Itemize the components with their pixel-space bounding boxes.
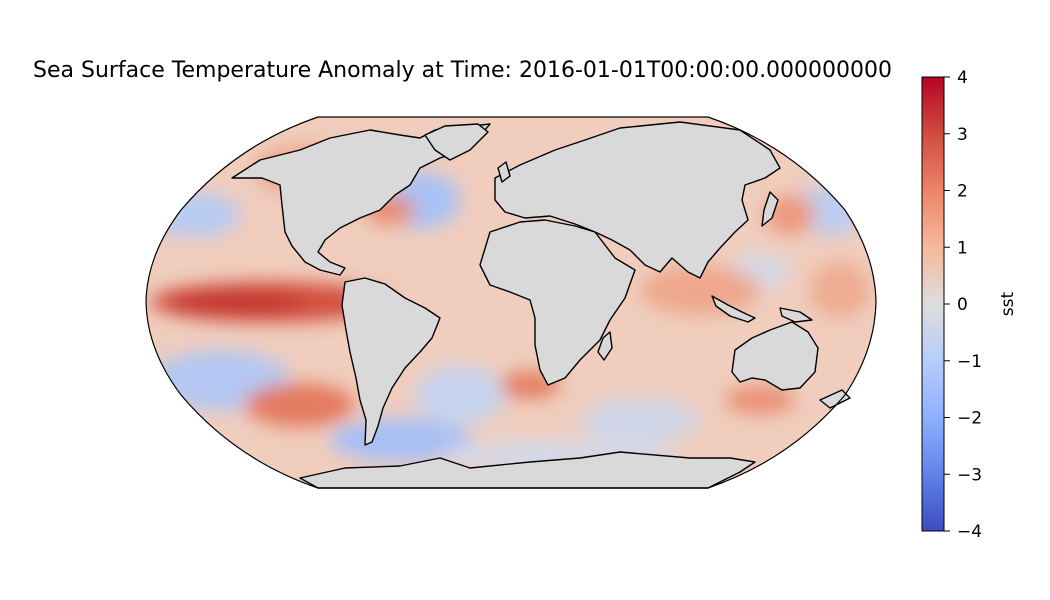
australia [731, 321, 819, 391]
new-guinea [779, 307, 813, 323]
land-masses [231, 121, 851, 489]
colorbar-tick-label: 1 [957, 238, 968, 258]
africa [479, 219, 636, 386]
colorbar-label: sst [998, 291, 1018, 316]
colorbar-tick-label: −2 [957, 409, 982, 429]
colorbar-gradient [921, 76, 945, 532]
greenland [424, 123, 489, 161]
colorbar-tick-label: −3 [957, 465, 982, 485]
plot-title: Sea Surface Temperature Anomaly at Time:… [33, 58, 892, 83]
map-area [145, 116, 877, 489]
japan [761, 191, 779, 227]
indonesia [711, 295, 756, 323]
colorbar: 4 3 2 1 0 −1 −2 −3 −4 sst [921, 68, 1018, 542]
colorbar-tick-label: −1 [957, 352, 982, 372]
north-america [231, 123, 491, 276]
colorbar-tick-label: 2 [957, 182, 968, 202]
south-america [341, 277, 441, 446]
new-zealand [819, 389, 851, 409]
antarctica [299, 451, 756, 489]
eurasia [494, 121, 781, 279]
colorbar-tick-label: 0 [957, 295, 968, 315]
british-isles [497, 161, 511, 183]
colorbar-tick-label: 4 [957, 68, 968, 88]
colorbar-ticks: 4 3 2 1 0 −1 −2 −3 −4 [944, 68, 982, 542]
colorbar-tick-label: 3 [957, 125, 968, 145]
colorbar-tick-label: −4 [957, 522, 982, 542]
globe-outline [145, 116, 877, 489]
madagascar [597, 331, 613, 361]
